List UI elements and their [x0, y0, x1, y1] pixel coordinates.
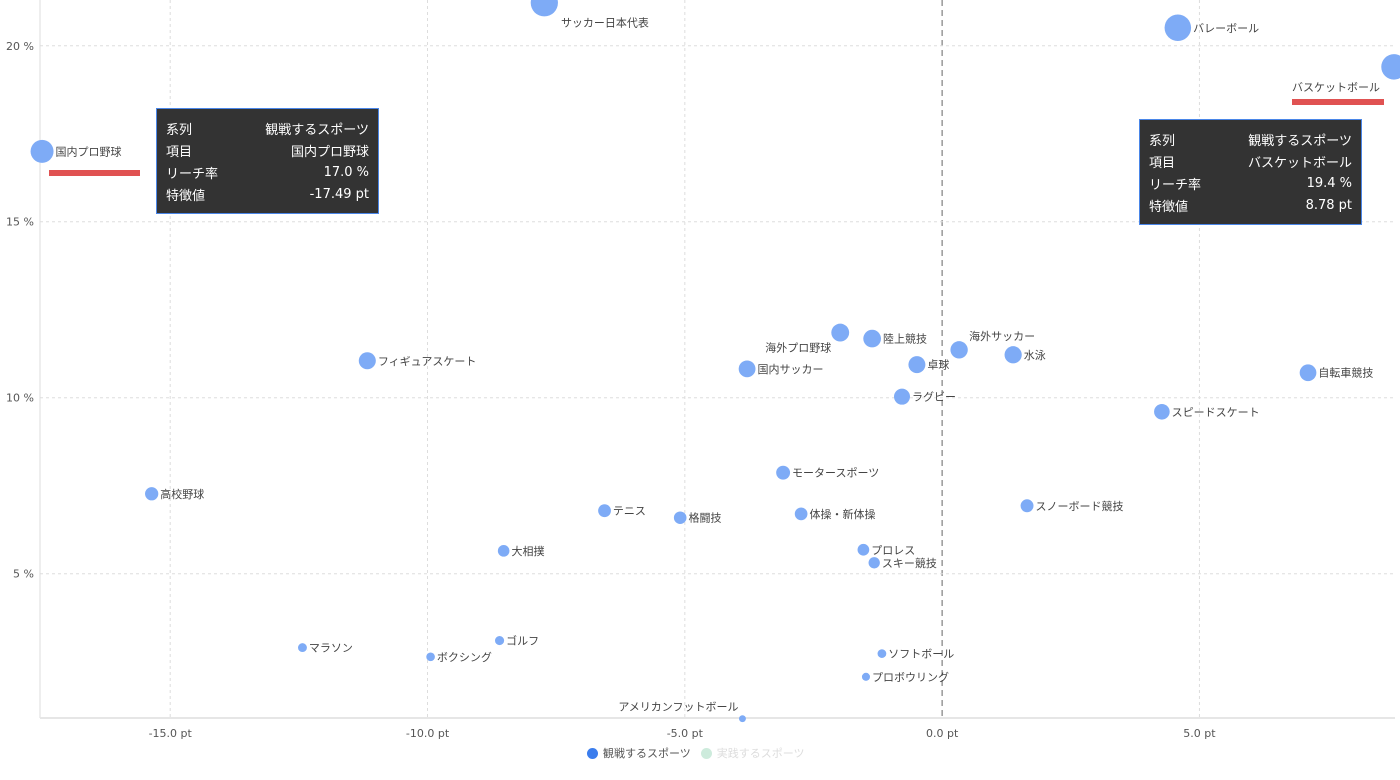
data-point [861, 672, 871, 681]
legend-label: 実践するスポーツ [716, 747, 805, 760]
data-label: ボクシング [437, 650, 492, 664]
data-point [673, 511, 687, 525]
x-tick-label: -10.0 pt [406, 727, 450, 740]
legend-item-watch[interactable]: 観戦するスポーツ [587, 745, 691, 761]
data-point [1299, 364, 1317, 382]
data-label: 高校野球 [160, 487, 204, 501]
tooltip-value: 17.0 % [323, 164, 369, 180]
data-label: フィギュアスケート [378, 355, 477, 368]
tooltip-key: 系列 [1149, 133, 1176, 149]
data-label: 水泳 [1024, 348, 1046, 362]
data-point [738, 360, 756, 378]
legend: 観戦するスポーツ 実践するスポーツ [587, 745, 805, 761]
x-tick-label: 0.0 pt [926, 727, 959, 740]
data-point [893, 388, 911, 405]
data-label: プロボウリング [872, 670, 949, 684]
y-tick-label: 10 % [6, 392, 34, 405]
data-point [863, 329, 881, 348]
data-point [857, 543, 870, 556]
data-label: スキー競技 [882, 556, 937, 570]
tooltip-value: 観戦するスポーツ [1248, 133, 1352, 149]
tooltip-key: リーチ率 [166, 166, 219, 182]
data-point [1381, 54, 1400, 80]
data-label: サッカー日本代表 [561, 15, 649, 29]
data-label: 格闘技 [688, 511, 721, 525]
data-point [298, 643, 307, 653]
data-point [877, 649, 887, 658]
tooltip: 系列 観戦するスポーツ 項目 バスケットボール リーチ率 19.4 % 特徴値 8.78… [1139, 119, 1362, 225]
data-label: 国内サッカー [758, 362, 824, 376]
data-point [145, 487, 159, 501]
data-label: プロレス [871, 544, 915, 557]
legend-item-play[interactable]: 実践するスポーツ [700, 745, 805, 761]
data-point [598, 504, 611, 518]
tooltip-key: 特徴値 [166, 188, 206, 204]
data-label: アメリカンフットボール [618, 701, 738, 714]
data-point [794, 507, 808, 521]
data-label: 体操・新体操 [809, 507, 875, 521]
highlight-underline [1292, 99, 1384, 105]
tooltip-value: -17.49 pt [309, 186, 369, 202]
data-label: 自転車競技 [1318, 366, 1373, 380]
data-label: モータースポーツ [792, 467, 879, 480]
data-label: ラグビー [912, 390, 956, 404]
tooltip: 系列 観戦するスポーツ 項目 国内プロ野球 リーチ率 17.0 % 特徴値 -17.49… [156, 108, 379, 214]
legend-dot-icon [700, 747, 712, 759]
tooltip-key: 特徴値 [1149, 199, 1189, 215]
data-point [530, 0, 558, 17]
data-label: ソフトボール [888, 648, 954, 661]
data-label: スピードスケート [1172, 406, 1260, 419]
data-point [30, 139, 54, 163]
data-point [908, 356, 926, 374]
data-label: バスケットボール [1292, 81, 1380, 94]
data-point [739, 715, 746, 723]
tooltip-key: リーチ率 [1149, 177, 1202, 193]
tooltip-value: バスケットボール [1247, 155, 1352, 171]
data-point [358, 352, 376, 370]
data-label: 海外プロ野球 [765, 341, 831, 355]
data-label: テニス [613, 505, 646, 518]
data-label: 大相撲 [511, 544, 544, 558]
data-label: マラソン [309, 642, 353, 655]
tooltip-value: 国内プロ野球 [290, 144, 369, 160]
y-tick-label: 5 % [13, 568, 34, 581]
data-point [426, 652, 435, 662]
tooltip-key: 系列 [166, 122, 193, 138]
data-label: 陸上競技 [883, 332, 927, 346]
y-tick-label: 20 % [6, 40, 34, 53]
x-tick-label: 5.0 pt [1183, 727, 1216, 740]
data-label: 海外サッカー [969, 329, 1035, 343]
tooltip-key: 項目 [1149, 155, 1176, 171]
data-point [497, 544, 510, 557]
data-point [776, 465, 791, 480]
y-tick-label: 15 % [6, 216, 34, 229]
x-tick-label: -15.0 pt [149, 727, 193, 740]
data-point [1020, 499, 1034, 513]
tooltip-value: 8.78 pt [1305, 197, 1352, 213]
legend-dot-icon [587, 747, 598, 759]
legend-label: 観戦するスポーツ [603, 747, 691, 760]
data-point [495, 636, 505, 646]
x-tick-label: -5.0 pt [667, 727, 704, 740]
data-point [950, 341, 968, 359]
data-label: バレーボール [1193, 22, 1259, 35]
tooltip-key: 項目 [166, 144, 193, 160]
data-label: ゴルフ [506, 634, 539, 648]
data-point [868, 557, 880, 569]
data-point [1164, 14, 1192, 42]
data-label: 国内プロ野球 [56, 144, 122, 158]
data-label: スノーボード競技 [1036, 499, 1124, 513]
data-point [1154, 403, 1170, 420]
data-point [1004, 346, 1022, 364]
data-point [831, 323, 850, 342]
data-label: 卓球 [927, 358, 949, 372]
highlight-underline [49, 170, 140, 176]
tooltip-value: 観戦するスポーツ [265, 122, 369, 138]
tooltip-value: 19.4 % [1306, 175, 1352, 191]
